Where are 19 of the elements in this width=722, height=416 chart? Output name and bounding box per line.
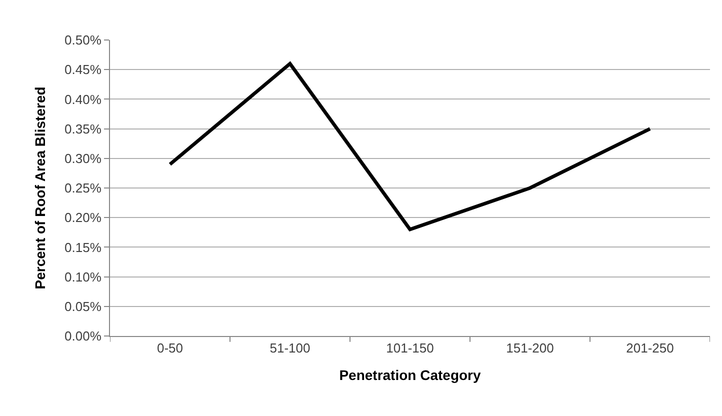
y-tick-label: 0.20% [64, 210, 102, 226]
x-tick-label: 0-50 [156, 340, 184, 356]
x-tick-label: 51-100 [270, 340, 310, 356]
y-tick-label: 0.30% [64, 150, 102, 166]
y-tick-label: 0.25% [64, 180, 102, 196]
y-tick-label: 0.50% [64, 32, 102, 48]
line-series [168, 62, 652, 232]
x-tick-label: 101-150 [386, 340, 434, 356]
x-axis-title: Penetration Category [339, 366, 482, 383]
y-tick-label: 0.45% [64, 62, 102, 78]
y-axis-title: Percent of Roof Area Blistered [32, 86, 48, 290]
x-tick-label: 201-250 [626, 340, 674, 356]
y-tick-label: 0.40% [64, 92, 102, 107]
y-tick-label: 0.00% [64, 328, 102, 344]
y-tick-label: 0.15% [64, 240, 102, 255]
y-tick-label: 0.35% [64, 121, 102, 136]
y-tick-label: 0.05% [64, 298, 102, 314]
y-tick-label: 0.10% [64, 269, 102, 284]
x-tick-label: 151-200 [506, 340, 554, 356]
